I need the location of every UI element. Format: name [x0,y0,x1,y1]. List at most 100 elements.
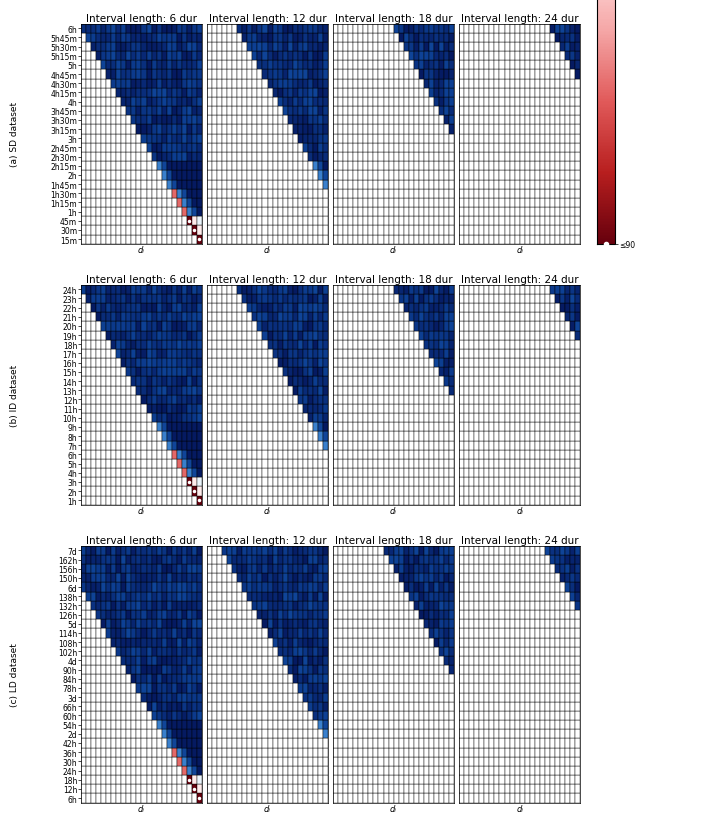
Bar [354,43,358,52]
Bar [177,189,182,199]
Bar [575,414,580,423]
Bar [575,656,580,665]
Bar [484,97,489,107]
Bar [252,368,257,377]
Bar [469,226,474,235]
Bar [247,583,252,592]
Bar [238,386,243,396]
Bar [257,720,262,730]
Bar [117,235,122,244]
Bar [317,52,322,61]
Bar [428,52,433,61]
Bar [187,423,192,432]
Bar [238,546,243,555]
Bar [428,359,433,368]
Bar [460,368,464,377]
Bar [141,377,146,386]
Bar [489,116,494,125]
Bar [389,601,394,610]
Bar [358,107,363,116]
Bar [363,638,368,647]
Bar [257,656,262,665]
Bar [500,573,505,583]
Bar [207,341,212,350]
Bar [322,97,328,107]
Bar [161,61,167,70]
Bar [217,739,223,748]
Bar [444,573,449,583]
Bar [344,610,349,619]
Bar [288,432,293,441]
Bar [489,583,494,592]
Bar [358,79,363,88]
Bar [349,143,354,153]
Bar [172,766,177,775]
Bar [368,702,373,711]
Bar [494,665,499,674]
Bar [91,180,96,189]
Bar [182,441,187,450]
Bar [505,656,510,665]
Bar [192,153,197,162]
Bar [267,61,272,70]
Bar [317,377,322,386]
Bar [389,775,394,785]
Bar [112,459,117,468]
Bar [354,189,358,199]
Bar [520,468,525,477]
Bar [172,61,177,70]
Bar [167,555,172,564]
Bar [303,396,308,405]
Bar [233,368,238,377]
Bar [575,171,580,180]
Bar [358,304,363,313]
Bar [484,573,489,583]
Bar [151,432,156,441]
Bar [479,414,484,423]
Bar [409,226,414,235]
Bar [433,739,438,748]
Bar [358,573,363,583]
Bar [262,748,267,757]
Bar [515,656,520,665]
Bar [233,546,238,555]
Bar [414,432,419,441]
Bar [534,304,539,313]
Bar [354,564,358,573]
Bar [233,116,238,125]
Bar [262,665,267,674]
Bar [106,785,112,794]
Bar [515,359,520,368]
Bar [243,794,247,803]
Bar [283,693,288,702]
Bar [438,564,444,573]
Bar [136,97,141,107]
Bar [262,396,267,405]
Bar [86,377,91,386]
Bar [228,386,233,396]
Bar [414,52,419,61]
Bar [544,70,549,79]
Bar [409,619,414,629]
Bar [252,208,257,217]
Bar [423,766,428,775]
Bar [212,794,217,803]
Bar [399,459,404,468]
Bar [484,386,489,396]
Bar [303,592,308,601]
Bar [86,61,91,70]
Bar [433,377,438,386]
Bar [317,235,322,244]
Bar [354,684,358,693]
Bar [389,739,394,748]
Bar [555,647,560,656]
Bar [146,564,151,573]
Bar [358,405,363,414]
Bar [349,350,354,359]
Bar [469,748,474,757]
Bar [394,573,399,583]
Bar [238,396,243,405]
Bar [570,702,575,711]
Bar [167,739,172,748]
Bar [262,217,267,226]
